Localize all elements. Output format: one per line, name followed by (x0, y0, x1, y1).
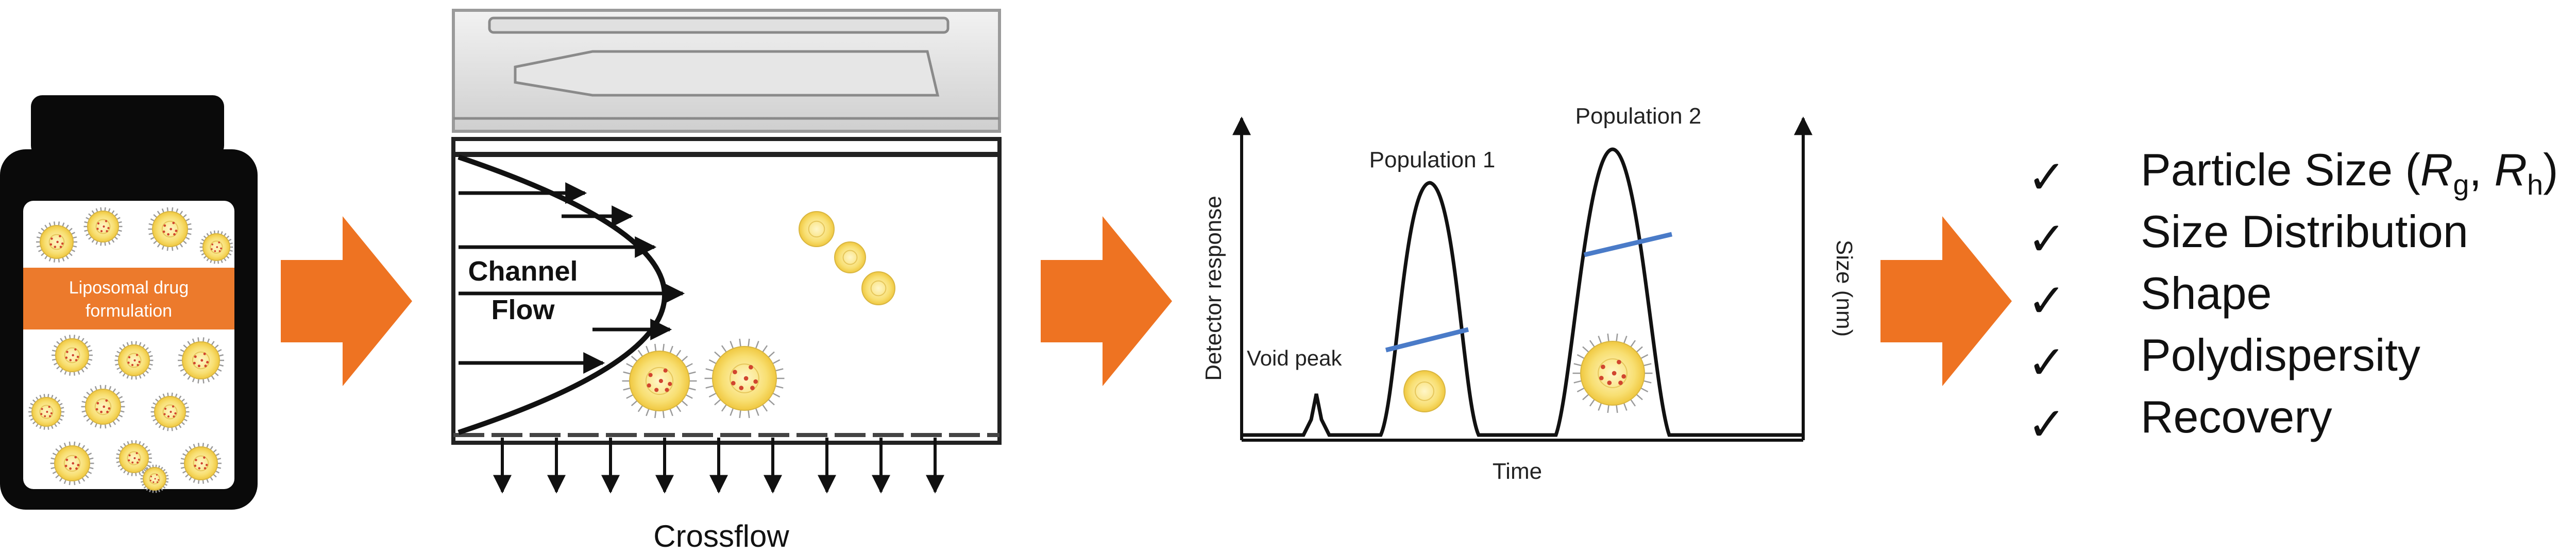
void-peak-label: Void peak (1247, 346, 1342, 370)
liposome-icon (52, 335, 93, 376)
liposome-icon (28, 394, 64, 430)
liposome-icon (148, 207, 192, 251)
result-text-recovery: Recovery (2141, 391, 2332, 442)
liposome-icon (36, 221, 77, 263)
liposome-icon (1572, 333, 1653, 413)
process-arrow-1 (281, 216, 412, 386)
liposome-icon (1403, 370, 1446, 412)
result-item-particle-size: ✓ Particle Size (Rg, Rh) (2027, 144, 2558, 203)
result-item-polydispersity: ✓ Polydispersity (2027, 329, 2420, 389)
size-line-population-2 (1583, 232, 1673, 257)
detector-trace (1242, 147, 1803, 437)
liposome-icon (50, 441, 94, 485)
results-list: ✓ Particle Size (Rg, Rh) ✓ Size Distribu… (2027, 144, 2558, 450)
bottle-label-line1: Liposomal drug (69, 278, 189, 298)
liposome-icon (114, 341, 154, 380)
result-text-polydispersity: Polydispersity (2141, 329, 2420, 380)
checkmark-icon: ✓ (2027, 152, 2066, 203)
checkmark-icon: ✓ (2027, 214, 2066, 265)
y-left-axis-label: Detector response (1201, 196, 1226, 381)
liposome-icon (861, 271, 895, 305)
crossflow-arrows (493, 438, 944, 494)
liposome-icon (834, 241, 866, 273)
result-text-size-distribution: Size Distribution (2141, 206, 2468, 257)
liposome-icon (150, 392, 190, 431)
bottle-label-band (23, 268, 234, 329)
result-item-recovery: ✓ Recovery (2027, 391, 2332, 450)
checkmark-icon: ✓ (2027, 399, 2066, 450)
liposome-icon (180, 443, 222, 484)
y-right-axis-label: Size (nm) (1832, 240, 1857, 337)
bottle-cap (31, 95, 224, 157)
checkmark-icon: ✓ (2027, 337, 2066, 389)
checkmark-icon: ✓ (2027, 275, 2066, 327)
population-1-label: Population 1 (1369, 147, 1496, 172)
liposome-icon (81, 385, 125, 429)
result-text-particle-size: Particle Size (Rg, Rh) (2141, 144, 2558, 201)
channel-flow-arrows (459, 182, 685, 374)
liposome-icon (83, 207, 123, 246)
af4-channel: Channel Flow Crossflow (451, 9, 1002, 553)
liposome-icon (140, 464, 169, 493)
bottle-label-line2: formulation (86, 301, 172, 321)
process-arrow-3 (1880, 216, 2012, 386)
liposome-icon (622, 343, 697, 419)
result-item-size-distribution: ✓ Size Distribution (2027, 206, 2468, 265)
size-line-population-1 (1385, 327, 1469, 353)
population-2-label: Population 2 (1575, 103, 1702, 129)
channel-lid (452, 9, 1001, 133)
result-item-shape: ✓ Shape (2027, 268, 2272, 327)
liposome-icon (116, 440, 152, 476)
channel-flow-label-2: Flow (492, 294, 555, 325)
crossflow-label: Crossflow (653, 519, 789, 553)
liposome-icon (199, 230, 233, 264)
fractogram: Detector response Size (nm) Time Void pe… (1201, 103, 1857, 484)
result-text-shape: Shape (2141, 268, 2272, 319)
liposome-icon (799, 211, 835, 247)
liposome-icon (178, 337, 224, 384)
drug-bottle: Liposomal drug formulation (0, 95, 258, 510)
x-axis-label: Time (1493, 459, 1542, 484)
channel-flow-label-1: Channel (468, 256, 578, 287)
liposome-icon (704, 338, 785, 419)
process-arrow-2 (1041, 216, 1172, 386)
